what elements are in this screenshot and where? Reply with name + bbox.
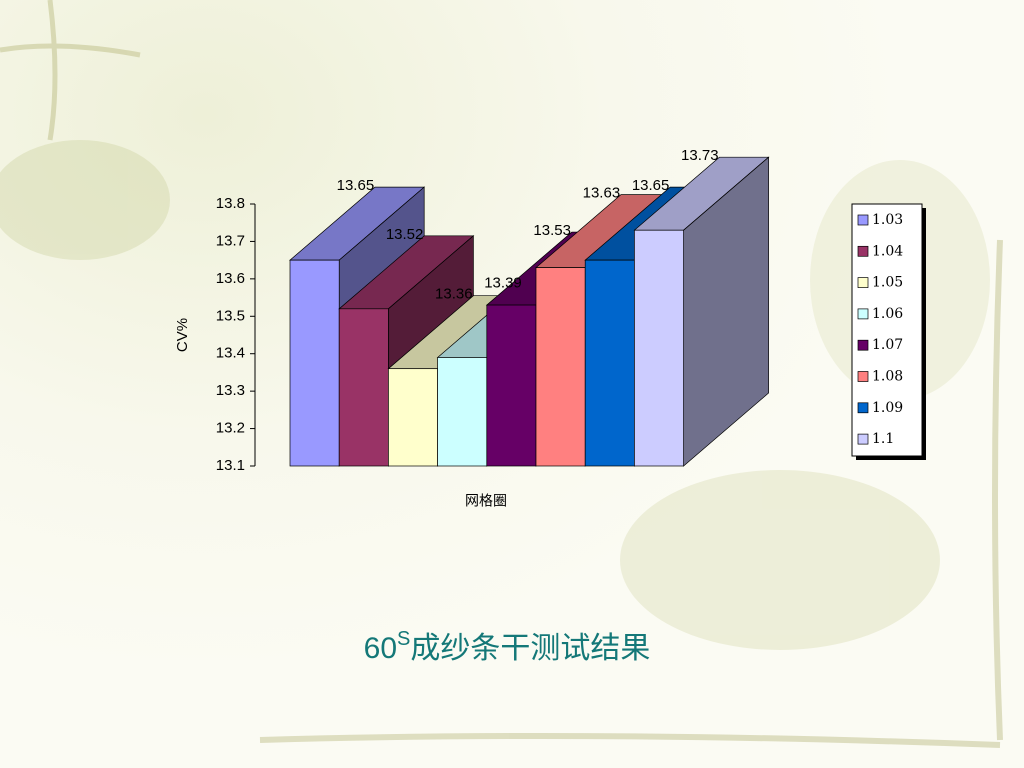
legend-swatch	[857, 371, 869, 382]
data-label: 13.36	[435, 286, 473, 303]
y-tick-label: 13.3	[216, 382, 245, 399]
legend-label: 1.07	[872, 337, 903, 353]
legend-swatch	[857, 214, 869, 226]
legend-label: 1.1	[872, 431, 894, 447]
data-label: 13.65	[632, 177, 670, 194]
legend-label: 1.04	[872, 243, 903, 259]
y-axis-title: CV%	[174, 318, 191, 352]
legend	[851, 203, 923, 457]
bar	[486, 304, 537, 467]
y-tick-label: 13.4	[216, 345, 245, 362]
legend-label: 1.05	[872, 275, 903, 291]
y-tick-label: 13.8	[216, 195, 245, 212]
caption-number: 60	[364, 632, 397, 665]
data-label: 13.65	[337, 177, 375, 194]
data-label: 13.52	[386, 226, 424, 243]
data-label: 13.53	[533, 222, 571, 239]
data-label: 13.63	[583, 185, 621, 202]
y-tick-label: 13.7	[216, 232, 245, 249]
bar	[437, 357, 488, 467]
bar	[338, 308, 389, 467]
legend-swatch	[857, 277, 869, 288]
bar	[634, 229, 684, 467]
legend-label: 1.06	[872, 306, 903, 322]
bar	[388, 368, 438, 467]
data-label: 13.73	[681, 147, 719, 164]
y-tick-label: 13.2	[216, 420, 245, 437]
y-tick-label: 13.6	[216, 270, 245, 287]
legend-label: 1.08	[872, 369, 903, 385]
legend-swatch	[857, 433, 869, 445]
data-label: 13.39	[484, 274, 522, 291]
y-tick-label: 13.5	[216, 307, 245, 324]
legend-swatch	[857, 245, 869, 257]
bar	[584, 259, 635, 467]
y-tick-label: 13.1	[216, 457, 245, 474]
legend-label: 1.03	[872, 212, 903, 228]
legend-swatch	[857, 339, 869, 351]
legend-swatch	[857, 308, 869, 320]
caption: 60S成纱条干测试结果	[364, 628, 651, 665]
x-axis-title: 网格圈	[465, 493, 507, 509]
caption-text: 成纱条干测试结果	[410, 632, 650, 665]
legend-label: 1.09	[872, 400, 903, 416]
caption-superscript: S	[397, 628, 410, 650]
bar	[289, 259, 340, 467]
bar	[535, 267, 586, 467]
legend-swatch	[857, 402, 869, 414]
